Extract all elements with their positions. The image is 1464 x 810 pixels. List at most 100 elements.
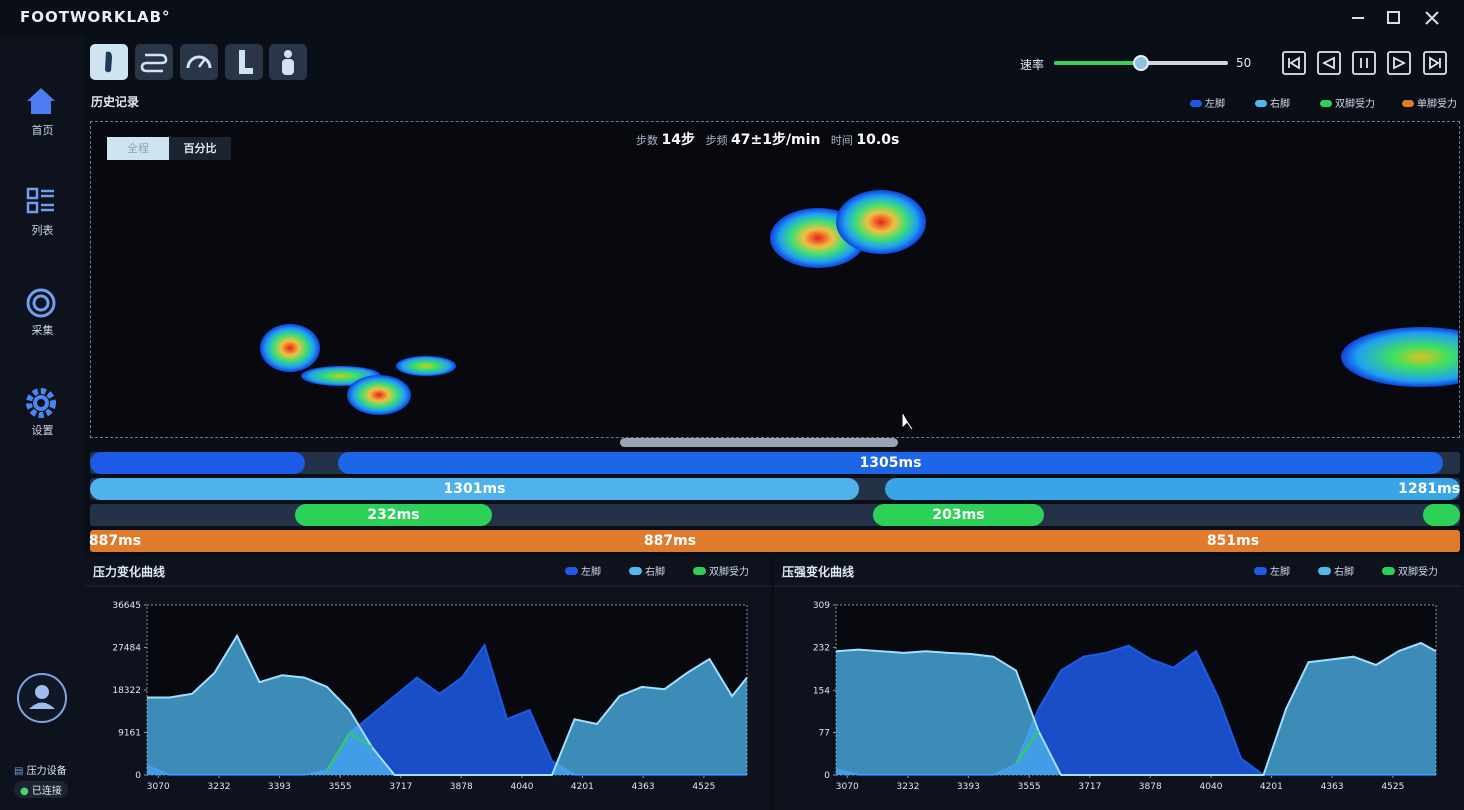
double-bar: 232ms xyxy=(295,504,492,526)
y-tick-label: 154 xyxy=(813,686,830,696)
x-tick-label: 3393 xyxy=(268,782,291,792)
y-tick-label: 36645 xyxy=(112,601,141,611)
x-tick-label: 4363 xyxy=(632,782,655,792)
x-tick-label: 4363 xyxy=(1321,782,1344,792)
x-tick-label: 3717 xyxy=(1078,782,1101,792)
legend-swatch xyxy=(629,567,642,575)
x-tick-label: 3717 xyxy=(389,782,412,792)
left-foot-bar xyxy=(90,452,305,474)
x-tick-label: 4201 xyxy=(571,782,594,792)
tool-gauge[interactable] xyxy=(180,44,218,80)
tab-full[interactable]: 全程 xyxy=(107,137,169,160)
stat-value: 10.0s xyxy=(856,132,900,148)
tool-path[interactable] xyxy=(135,44,173,80)
y-tick-label: 27484 xyxy=(112,643,141,653)
single-row: 887ms 887ms 851ms xyxy=(88,530,1460,552)
legend-item: 左脚 xyxy=(1190,95,1225,110)
tab-percent[interactable]: 百分比 xyxy=(169,137,231,160)
stats: 步数 14步 步频 47±1步/min 时间 10.0s xyxy=(636,129,899,149)
x-tick-label: 3878 xyxy=(1139,782,1162,792)
x-tick-label: 3393 xyxy=(957,782,980,792)
x-tick-label: 4201 xyxy=(1260,782,1283,792)
x-tick-label: 4040 xyxy=(511,782,534,792)
x-tick-label: 3232 xyxy=(897,782,920,792)
legend-swatch xyxy=(1382,567,1395,575)
right-foot-bar: 1281ms xyxy=(885,478,1460,500)
tool-body[interactable] xyxy=(269,44,307,80)
settings-icon[interactable] xyxy=(25,387,57,419)
series-line xyxy=(835,641,1437,776)
area-fill xyxy=(147,645,747,775)
legend-text: 单脚受力 xyxy=(1417,99,1457,110)
x-tick-label: 4525 xyxy=(692,782,715,792)
legend-text: 双脚受力 xyxy=(1335,99,1375,110)
home-icon[interactable] xyxy=(24,86,58,116)
legend-swatch xyxy=(1318,567,1331,575)
legend-text: 双脚受力 xyxy=(1398,565,1438,578)
chart-title: 压力变化曲线 xyxy=(93,564,165,579)
chart-panel: 压强变化曲线 左脚 右脚 双脚受力 0 77 154 232 309 3070 3232 3393 35… xyxy=(774,558,1464,810)
heatmap-panel xyxy=(90,121,1460,438)
legend-text: 右脚 xyxy=(1334,565,1354,578)
area-fill xyxy=(836,642,1436,775)
legend-item: 单脚受力 xyxy=(1402,95,1457,110)
rate-label: 速率 xyxy=(1020,58,1045,72)
double-bar: 203ms xyxy=(873,504,1044,526)
y-tick-label: 0 xyxy=(135,771,141,781)
y-tick-label: 232 xyxy=(813,643,830,653)
x-tick-label: 3070 xyxy=(836,782,859,792)
right-foot-row: 1301ms 1281ms xyxy=(90,478,1460,500)
legend-item: 双脚受力 xyxy=(1320,95,1375,110)
legend-text: 右脚 xyxy=(645,565,665,578)
avatar[interactable] xyxy=(16,672,68,724)
status: ● 已连接 xyxy=(14,781,68,798)
y-tick-label: 9161 xyxy=(118,729,141,739)
legend-swatch xyxy=(1254,567,1267,575)
legend-swatch xyxy=(693,567,706,575)
y-tick-label: 18322 xyxy=(112,686,141,696)
legend-text: 双脚受力 xyxy=(709,565,749,578)
single-label: 887ms xyxy=(88,533,142,549)
x-tick-label: 4040 xyxy=(1200,782,1223,792)
nav-settings[interactable]: 设置 xyxy=(31,424,54,437)
list-icon[interactable] xyxy=(26,186,56,216)
y-tick-label: 77 xyxy=(819,729,830,739)
stat-label: 步频 xyxy=(705,134,728,147)
stat-label: 步数 xyxy=(636,134,658,147)
chart-title: 压强变化曲线 xyxy=(782,564,854,579)
series-line xyxy=(147,633,748,776)
x-tick-label: 3878 xyxy=(450,782,473,792)
brand: FOOTWORKLAB° xyxy=(20,8,171,26)
area-fill xyxy=(836,645,1436,775)
nav-home[interactable]: 首页 xyxy=(31,124,54,137)
x-tick-label: 4525 xyxy=(1381,782,1404,792)
footprint-heatmap xyxy=(260,190,1458,430)
stat-value: 47±1步/min xyxy=(730,132,821,148)
chart-panel: 压力变化曲线 左脚 右脚 双脚受力 0 9161 18322 27484 36645 3070 32… xyxy=(85,558,771,810)
legend-text: 右脚 xyxy=(1270,99,1290,110)
tool-leg[interactable] xyxy=(225,44,263,80)
window-controls[interactable] xyxy=(1340,6,1450,30)
legend-item: 右脚 xyxy=(1255,95,1290,110)
double-row: 232ms 203ms xyxy=(90,504,1460,526)
collect-icon[interactable] xyxy=(25,287,57,319)
series-line xyxy=(326,731,373,771)
x-tick-label: 3232 xyxy=(208,782,231,792)
status-text: 已连接 xyxy=(31,786,62,797)
left-foot-bar: 1305ms xyxy=(338,452,1443,474)
nav-list[interactable]: 列表 xyxy=(31,224,54,237)
nav-collect[interactable]: 采集 xyxy=(31,324,54,337)
legend-text: 左脚 xyxy=(581,565,601,578)
x-tick-label: 3555 xyxy=(1018,782,1041,792)
rate-value: 50 xyxy=(1236,56,1252,70)
scrollbar[interactable] xyxy=(620,438,898,447)
x-tick-label: 3070 xyxy=(147,782,170,792)
playback-controls[interactable] xyxy=(1280,50,1455,76)
right-foot-bar: 1301ms xyxy=(90,478,859,500)
history-title: 历史记录 xyxy=(91,95,140,109)
tool-foot[interactable] xyxy=(90,44,128,80)
rate-slider[interactable] xyxy=(1052,52,1232,74)
legend-text: 左脚 xyxy=(1205,99,1225,110)
stat-value: 14步 xyxy=(661,132,695,148)
